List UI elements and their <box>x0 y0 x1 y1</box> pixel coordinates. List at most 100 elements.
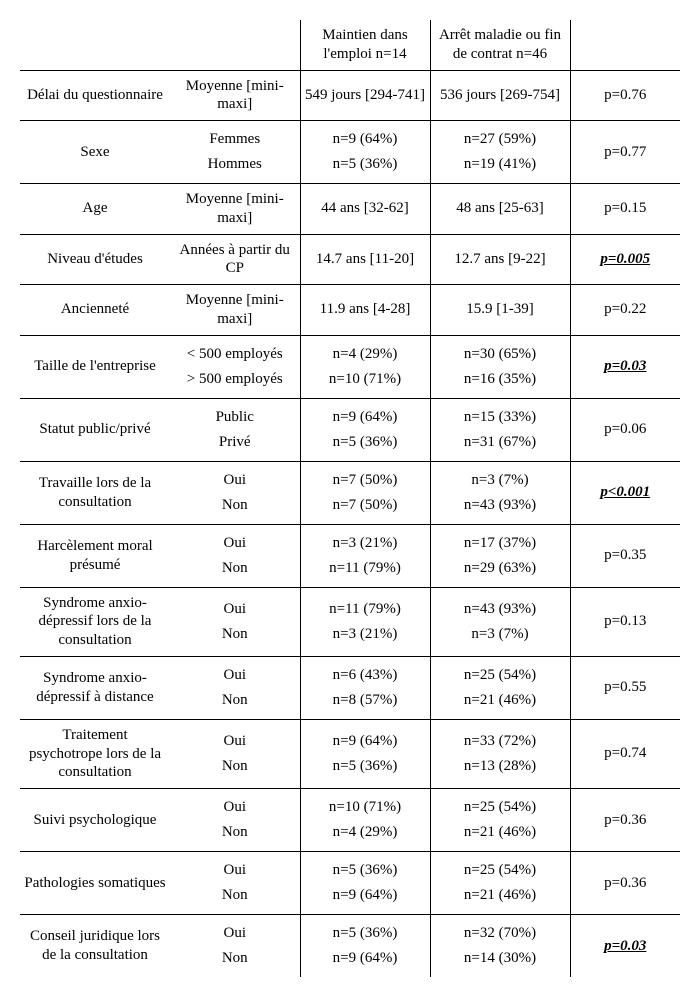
row-group1: n=9 (64%)n=5 (36%) <box>300 398 430 461</box>
header-group2: Arrêt maladie ou fin de contrat n=46 <box>430 20 570 70</box>
row-label: Syndrome anxio-dépressif lors de la cons… <box>20 587 170 656</box>
row-sublabel: Moyenne [mini-maxi] <box>170 184 300 235</box>
row-sublabel-value: Oui <box>174 468 296 493</box>
row-group1: n=3 (21%)n=11 (79%) <box>300 524 430 587</box>
row-group1-value: n=3 (21%) <box>305 531 426 556</box>
row-sublabel: OuiNon <box>170 524 300 587</box>
table-row: Syndrome anxio-dépressif lors de la cons… <box>20 587 680 656</box>
row-group2: n=32 (70%)n=14 (30%) <box>430 915 570 978</box>
row-group1-value: n=9 (64%) <box>305 946 426 971</box>
row-group2-value: n=25 (54%) <box>435 663 566 688</box>
row-sublabel: PublicPrivé <box>170 398 300 461</box>
row-pvalue: p=0.35 <box>570 524 680 587</box>
row-sublabel-value: Non <box>174 493 296 518</box>
row-pvalue: p=0.36 <box>570 789 680 852</box>
table-row: SexeFemmesHommesn=9 (64%)n=5 (36%)n=27 (… <box>20 121 680 184</box>
row-group1-value: n=9 (64%) <box>305 729 426 754</box>
row-sublabel: OuiNon <box>170 915 300 978</box>
row-group1-value: n=6 (43%) <box>305 663 426 688</box>
row-group2-value: n=25 (54%) <box>435 795 566 820</box>
table-row: Délai du questionnaireMoyenne [mini-maxi… <box>20 70 680 121</box>
row-group2: 15.9 [1-39] <box>430 285 570 336</box>
row-label: Harcèlement moral présumé <box>20 524 170 587</box>
row-group1-value: n=11 (79%) <box>305 556 426 581</box>
row-group1: n=6 (43%)n=8 (57%) <box>300 656 430 719</box>
row-sublabel-value: Femmes <box>174 127 296 152</box>
row-group2: 12.7 ans [9-22] <box>430 234 570 285</box>
table-row: Suivi psychologiqueOuiNonn=10 (71%)n=4 (… <box>20 789 680 852</box>
row-sublabel: OuiNon <box>170 656 300 719</box>
table-row: Niveau d'étudesAnnées à partir du CP14.7… <box>20 234 680 285</box>
row-group1: n=10 (71%)n=4 (29%) <box>300 789 430 852</box>
row-group1-value: n=10 (71%) <box>305 367 426 392</box>
row-sublabel: OuiNon <box>170 587 300 656</box>
row-group1: n=4 (29%)n=10 (71%) <box>300 335 430 398</box>
row-sublabel: Années à partir du CP <box>170 234 300 285</box>
pvalue-text: p=0.03 <box>604 938 646 954</box>
row-sublabel-value: Non <box>174 820 296 845</box>
row-group2-value: n=13 (28%) <box>435 754 566 779</box>
row-pvalue: p=0.77 <box>570 121 680 184</box>
row-sublabel: OuiNon <box>170 789 300 852</box>
table-row: Pathologies somatiquesOuiNonn=5 (36%)n=9… <box>20 852 680 915</box>
row-group1-value: 44 ans [32-62] <box>305 199 426 218</box>
row-sublabel-value: Oui <box>174 597 296 622</box>
pvalue-text: p=0.005 <box>600 251 650 267</box>
row-group2: n=17 (37%)n=29 (63%) <box>430 524 570 587</box>
row-group1-value: n=3 (21%) <box>305 622 426 647</box>
row-sublabel-value: Années à partir du CP <box>174 241 296 279</box>
header-blank-1 <box>170 20 300 70</box>
row-group2-value: n=25 (54%) <box>435 858 566 883</box>
table-header-row: Maintien dans l'emploi n=14 Arrêt maladi… <box>20 20 680 70</box>
row-sublabel-value: Oui <box>174 729 296 754</box>
row-label: Traitement psychotrope lors de la consul… <box>20 719 170 788</box>
row-group2: n=15 (33%)n=31 (67%) <box>430 398 570 461</box>
row-pvalue: p=0.005 <box>570 234 680 285</box>
row-group1-value: n=5 (36%) <box>305 430 426 455</box>
row-group1-value: n=9 (64%) <box>305 405 426 430</box>
row-pvalue: p=0.03 <box>570 335 680 398</box>
row-group1: n=11 (79%)n=3 (21%) <box>300 587 430 656</box>
row-label: Niveau d'études <box>20 234 170 285</box>
row-group1-value: 11.9 ans [4-28] <box>305 300 426 319</box>
row-pvalue: p=0.06 <box>570 398 680 461</box>
pvalue-text: p=0.76 <box>604 87 646 103</box>
row-group1: n=5 (36%)n=9 (64%) <box>300 852 430 915</box>
row-group1-value: n=5 (36%) <box>305 754 426 779</box>
row-group1-value: n=4 (29%) <box>305 342 426 367</box>
row-pvalue: p=0.76 <box>570 70 680 121</box>
pvalue-text: p=0.22 <box>604 301 646 317</box>
row-label: Age <box>20 184 170 235</box>
row-group2-value: n=27 (59%) <box>435 127 566 152</box>
header-blank-0 <box>20 20 170 70</box>
row-sublabel-value: < 500 employés <box>174 342 296 367</box>
row-group2: n=25 (54%)n=21 (46%) <box>430 656 570 719</box>
row-group2-value: n=33 (72%) <box>435 729 566 754</box>
row-group1: 14.7 ans [11-20] <box>300 234 430 285</box>
row-sublabel-value: Hommes <box>174 152 296 177</box>
row-sublabel: OuiNon <box>170 719 300 788</box>
row-label: Travaille lors de la consultation <box>20 461 170 524</box>
row-group2-value: n=3 (7%) <box>435 622 566 647</box>
pvalue-text: p=0.36 <box>604 875 646 891</box>
row-label: Pathologies somatiques <box>20 852 170 915</box>
row-group2: 536 jours [269-754] <box>430 70 570 121</box>
row-group2: n=33 (72%)n=13 (28%) <box>430 719 570 788</box>
row-sublabel-value: Non <box>174 946 296 971</box>
row-group2: n=27 (59%)n=19 (41%) <box>430 121 570 184</box>
row-pvalue: p=0.03 <box>570 915 680 978</box>
row-group1-value: n=7 (50%) <box>305 468 426 493</box>
row-group1-value: n=4 (29%) <box>305 820 426 845</box>
row-label: Taille de l'entreprise <box>20 335 170 398</box>
row-pvalue: p=0.74 <box>570 719 680 788</box>
row-group2-value: n=43 (93%) <box>435 597 566 622</box>
row-group2-value: 12.7 ans [9-22] <box>435 250 566 269</box>
header-blank-4 <box>570 20 680 70</box>
row-group1: n=9 (64%)n=5 (36%) <box>300 121 430 184</box>
row-sublabel-value: Oui <box>174 921 296 946</box>
row-sublabel-value: > 500 employés <box>174 367 296 392</box>
row-group1: 11.9 ans [4-28] <box>300 285 430 336</box>
row-group2-value: n=17 (37%) <box>435 531 566 556</box>
row-group1: n=9 (64%)n=5 (36%) <box>300 719 430 788</box>
row-label: Statut public/privé <box>20 398 170 461</box>
